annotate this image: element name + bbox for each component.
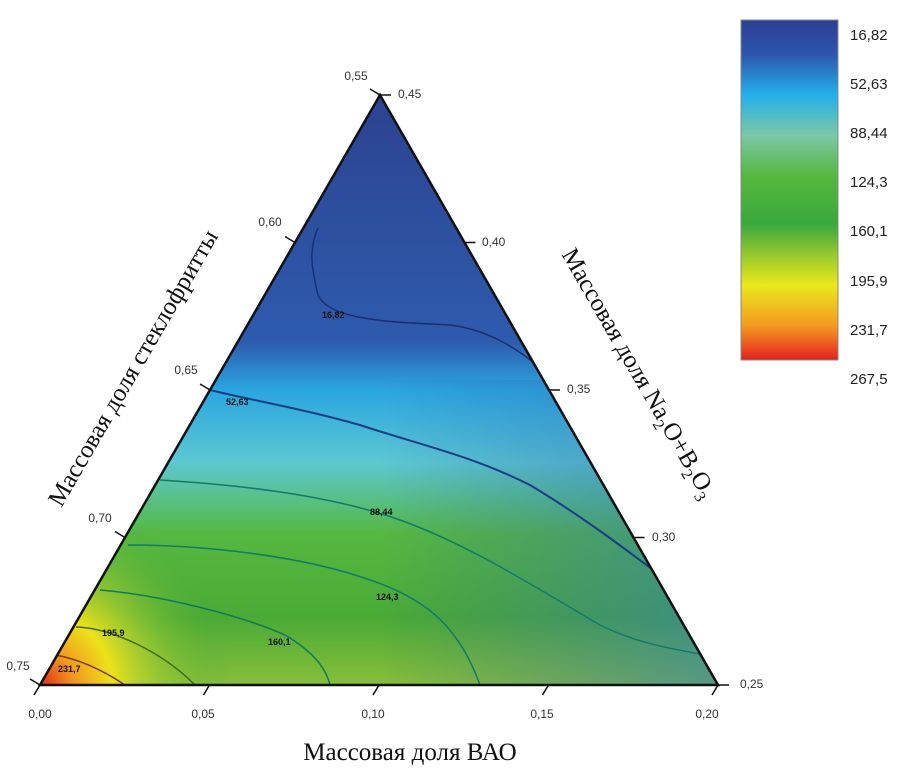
left-tick-label-0: 0,55 bbox=[344, 69, 368, 83]
contour-line-52-63 bbox=[209, 389, 681, 591]
bottom-tick-label-0: 0,00 bbox=[28, 707, 52, 721]
bottom-axis-title: Массовая доля ВАО bbox=[303, 739, 516, 766]
bottom-tick-label-3: 0,15 bbox=[530, 707, 554, 721]
left-tick-4 bbox=[29, 678, 41, 686]
contour-label-195-9: 195,9 bbox=[102, 628, 125, 638]
right-tick-label-2: 0,35 bbox=[567, 382, 591, 396]
colorbar-label-3: 124,3 bbox=[850, 174, 888, 191]
colorbar-label-2: 88,44 bbox=[850, 125, 888, 142]
right-tick-label-0: 0,45 bbox=[398, 87, 422, 101]
right-axis-title-part-1: Массовая доля Na bbox=[556, 244, 676, 424]
bottom-tick-3 bbox=[541, 684, 550, 696]
bottom-tick-2 bbox=[372, 684, 380, 696]
bottom-tick-label-4: 0,20 bbox=[695, 707, 719, 721]
contour-line-231-7 bbox=[54, 654, 126, 685]
contour-line-160-1 bbox=[99, 589, 331, 685]
colorbar: 16,82 52,63 88,44 124,3 160,1 195,9 231,… bbox=[740, 19, 888, 388]
bottom-tick-label-2: 0,10 bbox=[361, 707, 385, 721]
contour-line-195-9 bbox=[75, 626, 196, 685]
colorbar-label-5: 195,9 bbox=[850, 273, 888, 290]
contour-line-124-3 bbox=[127, 544, 481, 685]
right-tick-label-3: 0,30 bbox=[652, 530, 676, 544]
bottom-tick-0 bbox=[33, 684, 41, 696]
contour-label-160-1: 160,1 bbox=[268, 637, 291, 647]
colorbar-fill bbox=[740, 19, 839, 361]
left-tick-1 bbox=[284, 235, 296, 244]
contour-label-52-63: 52,63 bbox=[226, 397, 249, 407]
contour-labels: 16,82 52,63 88,44 124,3 160,1 195,9 231,… bbox=[58, 310, 399, 674]
colorbar-label-1: 52,63 bbox=[850, 76, 888, 93]
right-tick-label-1: 0,40 bbox=[482, 235, 506, 249]
left-tick-2 bbox=[199, 383, 211, 391]
left-tick-3 bbox=[114, 530, 126, 539]
contour-label-231-7: 231,7 bbox=[58, 664, 81, 674]
contour-label-124-3: 124,3 bbox=[376, 592, 399, 602]
left-tick-label-3: 0,70 bbox=[88, 511, 112, 525]
contour-label-88-44: 88,44 bbox=[370, 507, 393, 517]
left-tick-labels: 0,55 0,60 0,65 0,70 0,75 bbox=[6, 69, 368, 673]
colorbar-label-6: 231,7 bbox=[850, 322, 888, 339]
colorbar-label-7: 267,5 bbox=[850, 371, 888, 388]
right-axis-title-part-2: O+B bbox=[656, 417, 704, 473]
bottom-tick-4 bbox=[711, 684, 719, 696]
contour-label-16-82: 16,82 bbox=[322, 310, 345, 320]
tick-marks bbox=[29, 88, 729, 696]
left-tick-label-4: 0,75 bbox=[6, 659, 30, 673]
left-tick-0 bbox=[369, 88, 381, 96]
bottom-tick-1 bbox=[202, 684, 211, 696]
contour-line-88-44 bbox=[159, 479, 706, 656]
surface-hotspot bbox=[40, 480, 350, 685]
left-tick-label-2: 0,65 bbox=[174, 363, 198, 377]
contour-line-16-82 bbox=[311, 227, 546, 373]
right-tick-label-4: 0,25 bbox=[740, 677, 764, 691]
left-tick-label-1: 0,60 bbox=[258, 215, 282, 229]
bottom-tick-label-1: 0,05 bbox=[191, 707, 215, 721]
colorbar-label-4: 160,1 bbox=[850, 223, 888, 240]
bottom-tick-labels: 0,00 0,05 0,10 0,15 0,20 bbox=[28, 707, 719, 721]
colorbar-label-0: 16,82 bbox=[850, 27, 888, 44]
right-tick-labels: 0,45 0,40 0,35 0,30 0,25 bbox=[398, 87, 764, 691]
